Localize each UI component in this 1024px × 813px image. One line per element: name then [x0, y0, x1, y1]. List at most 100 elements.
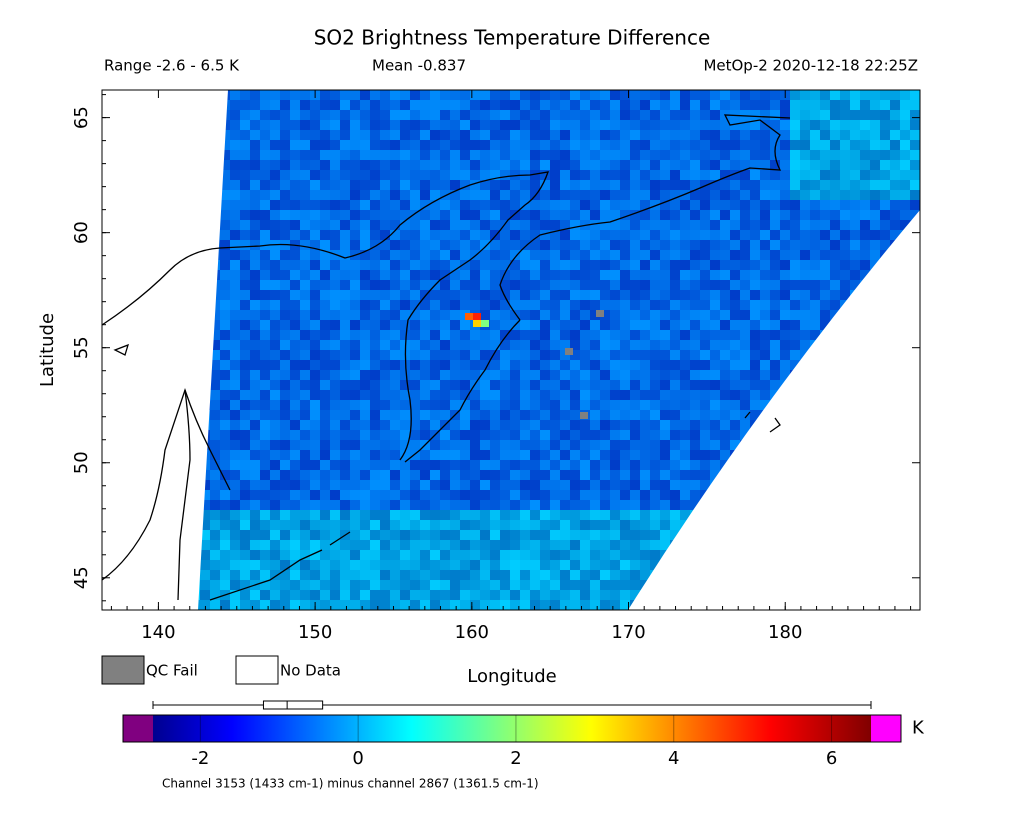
swath-cell: [200, 320, 210, 330]
swath-cell: [680, 480, 690, 490]
swath-cell: [740, 430, 750, 440]
swath-cell: [850, 370, 860, 380]
swath-cell: [790, 190, 800, 200]
swath-cell: [810, 420, 820, 430]
swath-cell: [710, 560, 720, 570]
swath-cell: [700, 440, 710, 450]
swath-cell: [250, 400, 260, 410]
swath-cell: [410, 440, 420, 450]
swath-cell: [800, 400, 810, 410]
swath-cell: [680, 200, 690, 210]
swath-cell: [610, 540, 620, 550]
swath-cell: [860, 130, 870, 140]
swath-cell: [820, 160, 830, 170]
swath-cell: [230, 310, 240, 320]
swath-cell: [370, 580, 380, 590]
swath-cell: [410, 480, 420, 490]
swath-cell: [770, 540, 780, 550]
swath-cell: [470, 470, 480, 480]
swath-cell: [370, 430, 380, 440]
swath-cell: [740, 350, 750, 360]
swath-cell: [198, 200, 200, 210]
swath-cell: [720, 280, 730, 290]
swath-cell: [660, 110, 670, 120]
swath-cell: [450, 600, 460, 610]
swath-cell: [270, 550, 280, 560]
swath-cell: [440, 150, 450, 160]
swath-cell: [600, 380, 610, 390]
swath-cell: [230, 110, 240, 120]
swath-cell: [460, 530, 470, 540]
swath-cell: [390, 310, 400, 320]
swath-cell: [340, 200, 350, 210]
swath-cell: [680, 460, 690, 470]
swath-cell: [430, 250, 440, 260]
swath-cell: [650, 320, 660, 330]
swath-cell: [350, 130, 360, 140]
swath-cell: [250, 430, 260, 440]
swath-cell: [720, 230, 730, 240]
swath-cell: [360, 470, 370, 480]
swath-cell: [450, 450, 460, 460]
swath-cell: [630, 500, 640, 510]
swath-cell: [200, 600, 210, 610]
swath-cell: [790, 540, 800, 550]
swath-cell: [870, 290, 880, 300]
swath-cell: [550, 510, 560, 520]
swath-cell: [720, 500, 730, 510]
swath-cell: [380, 500, 390, 510]
swath-cell: [660, 570, 670, 580]
swath-cell: [380, 110, 390, 120]
swath-cell: [520, 260, 530, 270]
swath-cell: [780, 290, 790, 300]
swath-cell: [440, 520, 450, 530]
swath-cell: [400, 460, 410, 470]
swath-cell: [910, 130, 920, 140]
swath-cell: [320, 470, 330, 480]
swath-cell: [210, 260, 220, 270]
swath-cell: [300, 540, 310, 550]
swath-cell: [900, 240, 910, 250]
swath-cell: [790, 170, 800, 180]
swath-cell: [400, 590, 410, 600]
swath-cell: [840, 240, 850, 250]
swath-cell: [830, 150, 840, 160]
swath-cell: [820, 120, 830, 130]
swath-cell: [500, 500, 510, 510]
swath-cell: [820, 420, 830, 430]
swath-cell: [350, 100, 360, 110]
swath-cell: [400, 310, 410, 320]
swath-cell: [420, 500, 430, 510]
swath-cell: [750, 270, 760, 280]
swath-cell: [760, 410, 770, 420]
swath-cell: [410, 430, 420, 440]
swath-cell: [390, 480, 400, 490]
swath-cell: [900, 520, 910, 530]
swath-cell: [400, 410, 410, 420]
swath-cell: [790, 160, 800, 170]
swath-cell: [400, 560, 410, 570]
swath-cell: [610, 420, 620, 430]
swath-cell: [690, 170, 700, 180]
swath-cell: [730, 200, 740, 210]
swath-cell: [620, 280, 630, 290]
swath-cell: [600, 210, 610, 220]
swath-cell: [540, 180, 550, 190]
swath-cell: [830, 600, 840, 610]
swath-cell: [840, 520, 850, 530]
swath-cell: [900, 390, 910, 400]
swath-cell: [840, 280, 850, 290]
swath-cell: [610, 370, 620, 380]
swath-cell: [270, 530, 280, 540]
swath-cell: [380, 440, 390, 450]
swath-cell: [890, 90, 900, 100]
swath-cell: [790, 130, 800, 140]
swath-cell: [550, 560, 560, 570]
swath-cell: [340, 150, 350, 160]
swath-cell: [310, 550, 320, 560]
swath-cell: [770, 350, 780, 360]
swath-cell: [630, 330, 640, 340]
swath-cell: [230, 570, 240, 580]
swath-cell: [610, 100, 620, 110]
swath-cell: [560, 300, 570, 310]
